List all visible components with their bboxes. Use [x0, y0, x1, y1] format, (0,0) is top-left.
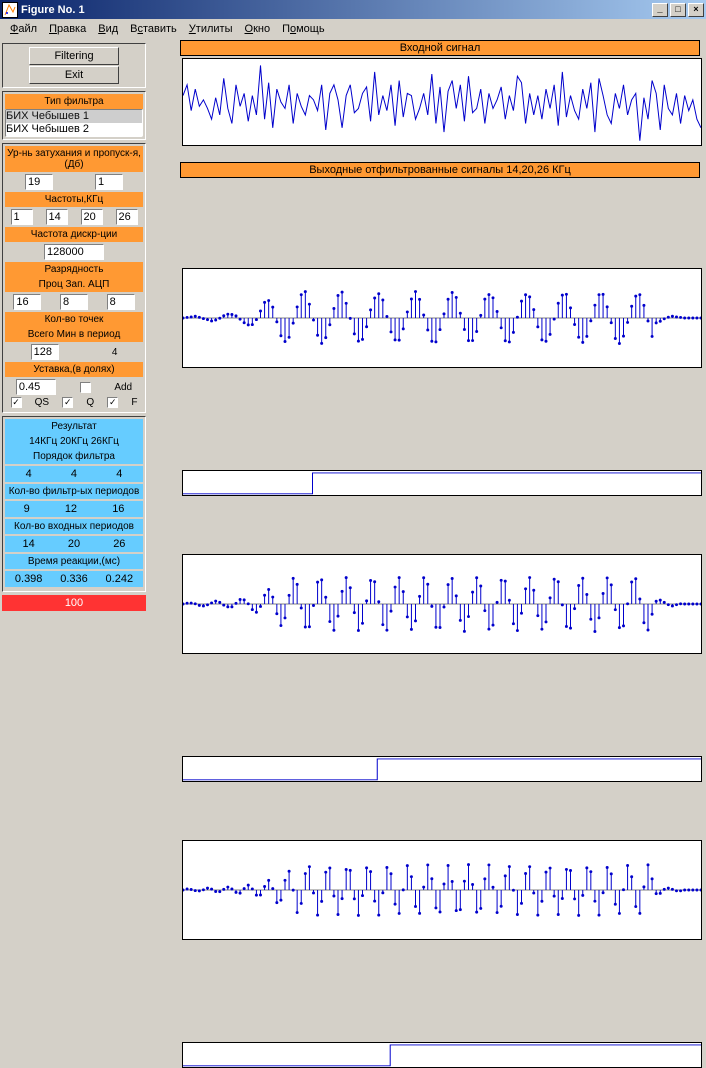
atten-val1[interactable]: [25, 174, 53, 190]
atten-label: Ур-нь затухания и пропуск-я,(Дб): [5, 146, 143, 172]
inper-label: Кол-во входных периодов: [5, 519, 143, 534]
ustavka-label: Уставка,(в долях): [5, 362, 143, 377]
window-buttons: _ □ ×: [650, 3, 704, 17]
menu-insert[interactable]: Вставить: [124, 21, 183, 37]
menu-edit[interactable]: Правка: [43, 21, 92, 37]
menu-util[interactable]: Утилиты: [183, 21, 239, 37]
minimize-button[interactable]: _: [652, 3, 668, 17]
bits-label: Разрядность: [5, 262, 143, 277]
filter-type-label: Тип фильтра: [5, 94, 143, 109]
titlebar: Figure No. 1 _ □ ×: [0, 0, 706, 19]
atten-val2[interactable]: [95, 174, 123, 190]
menubar: Файл Правка Вид Вставить Утилиты Окно По…: [0, 19, 706, 38]
plots-area: Входной сигнал-2000200020406080100120140…: [148, 38, 706, 684]
exit-button[interactable]: Exit: [29, 66, 119, 84]
pts-v1[interactable]: [31, 344, 59, 360]
freq-v4[interactable]: [116, 209, 138, 225]
menu-file[interactable]: Файл: [4, 21, 43, 37]
ustavka-val[interactable]: [16, 379, 56, 395]
f-checkbox[interactable]: ✓: [107, 397, 118, 408]
qs-checkbox[interactable]: ✓: [11, 397, 22, 408]
freq-v1[interactable]: [11, 209, 33, 225]
bits-sub: Проц Зап. АЦП: [5, 277, 143, 292]
freq-v3[interactable]: [81, 209, 103, 225]
pts-v2: 4: [112, 347, 118, 358]
result-label: Результат: [5, 419, 143, 434]
add-label: Add: [114, 382, 132, 393]
menu-view[interactable]: Вид: [92, 21, 124, 37]
sidebar: Filtering Exit Тип фильтра БИХ Чебышев 1…: [0, 38, 148, 684]
bits-v1[interactable]: [13, 294, 41, 310]
filter-type-select[interactable]: БИХ Чебышев 1 БИХ Чебышев 2: [5, 109, 143, 137]
app-icon: [2, 2, 18, 18]
freq-label: Частоты,КГц: [5, 192, 143, 207]
maximize-button[interactable]: □: [670, 3, 686, 17]
add-checkbox[interactable]: [80, 382, 91, 393]
window-title: Figure No. 1: [21, 4, 85, 16]
freq-v2[interactable]: [46, 209, 68, 225]
react-label: Время реакции,(мс): [5, 554, 143, 569]
menu-help[interactable]: Помощь: [276, 21, 331, 37]
samp-label: Частота дискр-ции: [5, 227, 143, 242]
pts-sub: Всего Мин в период: [5, 327, 143, 342]
q-checkbox[interactable]: ✓: [62, 397, 73, 408]
filtering-button[interactable]: Filtering: [29, 47, 119, 65]
result-sub: 14КГц 20КГц 26КГц: [5, 434, 143, 449]
order-label: Порядок фильтра: [5, 449, 143, 464]
bits-v2[interactable]: [60, 294, 88, 310]
pts-label: Кол-во точек: [5, 312, 143, 327]
bits-v3[interactable]: [107, 294, 135, 310]
fper-label: Кол-во фильтр-ых периодов: [5, 484, 143, 499]
close-button[interactable]: ×: [688, 3, 704, 17]
samp-val[interactable]: [44, 244, 104, 260]
main: Filtering Exit Тип фильтра БИХ Чебышев 1…: [0, 38, 706, 684]
status-bar: 100: [2, 595, 146, 611]
menu-window[interactable]: Окно: [239, 21, 277, 37]
